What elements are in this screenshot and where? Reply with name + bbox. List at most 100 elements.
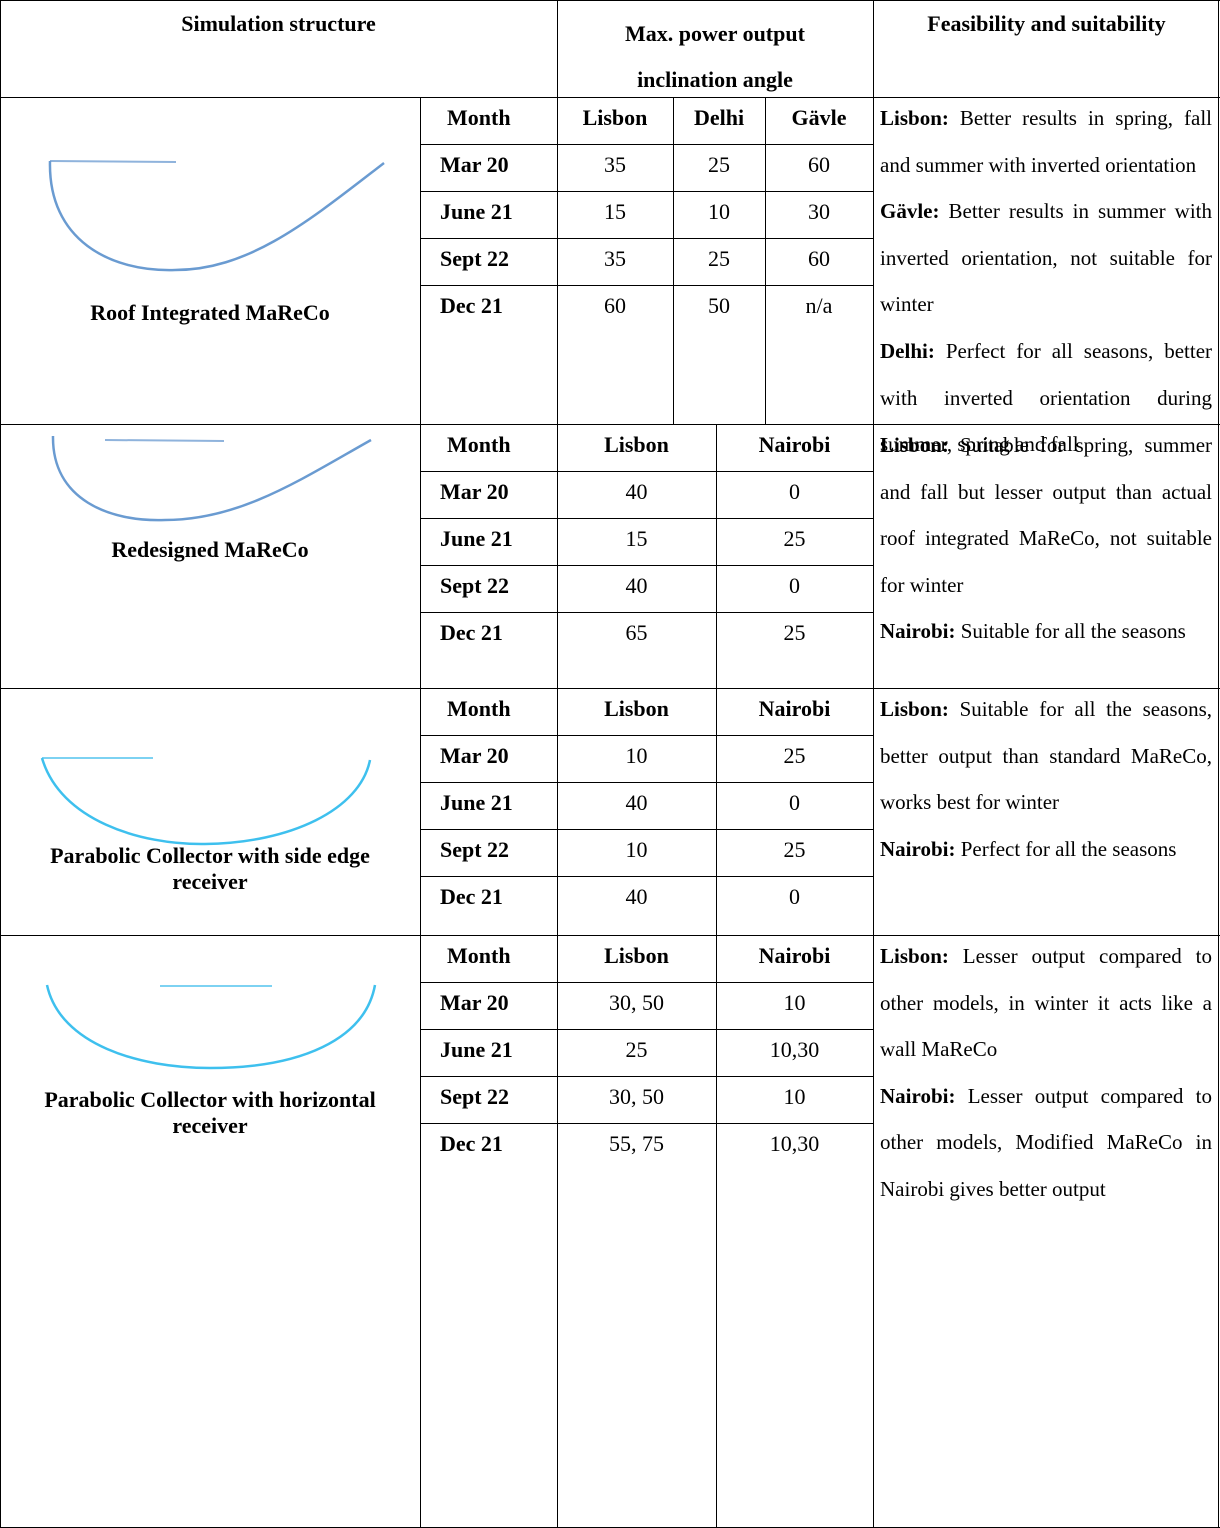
month-label: Sept 22 bbox=[440, 837, 510, 862]
city-header: Lisbon bbox=[604, 943, 669, 968]
angle-value: 10 bbox=[708, 199, 730, 224]
structure-name: Roof Integrated MaReCo bbox=[90, 300, 330, 325]
angle-value: 0 bbox=[789, 573, 800, 598]
note-city: Gävle: bbox=[880, 199, 940, 224]
note-text: Suitable for spring, summer and fall but… bbox=[880, 433, 1213, 597]
note-text: Lesser output compared to other models, … bbox=[880, 1083, 1212, 1201]
angle-value: 55, 75 bbox=[609, 1131, 664, 1156]
header-angle: Max. power output inclination angle bbox=[625, 21, 805, 92]
border bbox=[420, 471, 873, 472]
border bbox=[420, 612, 873, 613]
border bbox=[420, 97, 421, 1528]
border bbox=[420, 829, 873, 830]
border bbox=[716, 688, 717, 935]
border bbox=[420, 1029, 873, 1030]
note-city: Delhi: bbox=[880, 338, 935, 363]
month-label: Dec 21 bbox=[440, 620, 503, 645]
structure-name: Parabolic Collector with horizontal rece… bbox=[44, 1087, 376, 1138]
angle-value: 25 bbox=[783, 743, 806, 768]
note-city: Nairobi: bbox=[880, 1083, 956, 1108]
border bbox=[420, 982, 873, 983]
city-header: Lisbon bbox=[604, 696, 669, 721]
month-label: Mar 20 bbox=[440, 479, 509, 504]
month-label: June 21 bbox=[440, 1037, 513, 1062]
diagrams bbox=[40, 160, 385, 1070]
angle-value: 15 bbox=[625, 526, 648, 551]
month-label: Dec 21 bbox=[440, 1131, 503, 1156]
angle-value: 40 bbox=[625, 884, 648, 909]
note: Nairobi: Perfect for all the seasons bbox=[880, 826, 1212, 873]
note-text: Suitable for all the seasons bbox=[960, 619, 1186, 644]
border bbox=[420, 735, 873, 736]
angle-value: 10,30 bbox=[769, 1037, 820, 1062]
angle-value: 60 bbox=[808, 152, 830, 177]
border bbox=[765, 97, 766, 424]
city-header: Nairobi bbox=[758, 432, 831, 457]
note: Delhi: Perfect for all seasons, better w… bbox=[880, 328, 1212, 468]
month-header: Month bbox=[447, 105, 511, 130]
note-city: Lisbon: bbox=[880, 433, 949, 457]
note-city: Lisbon: bbox=[880, 106, 949, 130]
border bbox=[557, 0, 558, 1528]
border bbox=[420, 144, 873, 145]
city-header: Nairobi bbox=[758, 943, 831, 968]
border bbox=[0, 424, 1220, 425]
angle-value: 60 bbox=[808, 246, 830, 271]
note-text: Perfect for all the seasons bbox=[960, 836, 1177, 861]
angle-value: 10 bbox=[625, 837, 648, 862]
border bbox=[420, 565, 873, 566]
city-header: Delhi bbox=[693, 105, 745, 130]
border bbox=[0, 935, 1220, 936]
angle-value: 25 bbox=[783, 837, 806, 862]
note: Lisbon: Better results in spring, fall a… bbox=[880, 95, 1212, 188]
note-city: Lisbon: bbox=[880, 697, 949, 721]
note-text: Perfect for all seasons, better with inv… bbox=[880, 338, 1213, 457]
border bbox=[1218, 0, 1219, 1528]
angle-value: 10 bbox=[625, 743, 648, 768]
angle-value: 10,30 bbox=[769, 1131, 820, 1156]
angle-value: 35 bbox=[604, 246, 626, 271]
month-header: Month bbox=[447, 943, 511, 968]
month-label: Mar 20 bbox=[440, 743, 509, 768]
month-label: Sept 22 bbox=[440, 1084, 510, 1109]
note: Nairobi: Suitable for all the seasons bbox=[880, 608, 1212, 655]
note-city: Lisbon: bbox=[880, 944, 949, 968]
border bbox=[420, 238, 873, 239]
feasibility-notes: Lisbon: Suitable for spring, summer and … bbox=[880, 422, 1212, 655]
border bbox=[420, 191, 873, 192]
border bbox=[420, 1123, 873, 1124]
angle-value: 40 bbox=[625, 790, 648, 815]
header-structure: Simulation structure bbox=[181, 11, 376, 36]
angle-value: 15 bbox=[604, 199, 626, 224]
border bbox=[420, 876, 873, 877]
angle-value: 65 bbox=[625, 620, 648, 645]
angle-value: 35 bbox=[604, 152, 626, 177]
feasibility-notes: Lisbon: Better results in spring, fall a… bbox=[880, 95, 1212, 468]
border bbox=[716, 935, 717, 1527]
angle-value: 25 bbox=[708, 152, 730, 177]
angle-value: 25 bbox=[708, 246, 730, 271]
header-feasibility: Feasibility and suitability bbox=[927, 11, 1166, 36]
note: Lisbon: Lesser output compared to other … bbox=[880, 933, 1212, 1073]
city-header: Nairobi bbox=[758, 696, 831, 721]
border bbox=[420, 285, 873, 286]
angle-value: 0 bbox=[789, 479, 800, 504]
angle-value: 30, 50 bbox=[609, 990, 664, 1015]
angle-value: 30, 50 bbox=[609, 1084, 664, 1109]
note: Nairobi: Lesser output compared to other… bbox=[880, 1073, 1212, 1213]
note: Lisbon: Suitable for spring, summer and … bbox=[880, 422, 1212, 608]
month-label: Sept 22 bbox=[440, 573, 510, 598]
note-text: Better results in summer with inverted o… bbox=[880, 199, 1212, 317]
month-label: Mar 20 bbox=[440, 152, 509, 177]
month-label: Sept 22 bbox=[440, 246, 510, 271]
month-label: June 21 bbox=[440, 199, 513, 224]
angle-value: 0 bbox=[789, 884, 800, 909]
angle-value: 40 bbox=[625, 573, 648, 598]
note-text: Lesser output compared to other models, … bbox=[880, 944, 1213, 1062]
angle-value: 50 bbox=[708, 293, 730, 318]
structure-name: Parabolic Collector with side edge recei… bbox=[50, 843, 370, 894]
border bbox=[0, 688, 1220, 689]
angle-value: 25 bbox=[783, 526, 806, 551]
month-label: June 21 bbox=[440, 526, 513, 551]
